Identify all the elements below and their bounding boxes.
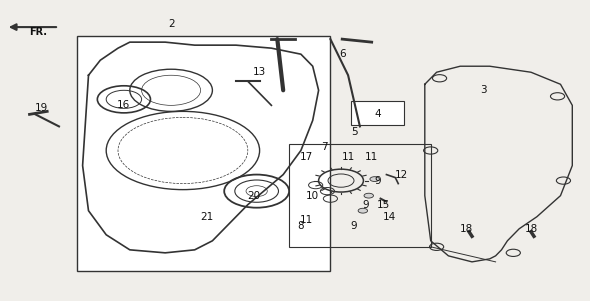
Text: 21: 21	[200, 212, 213, 222]
Text: 18: 18	[460, 224, 473, 234]
Text: 7: 7	[321, 142, 328, 153]
Text: 4: 4	[374, 109, 381, 119]
Text: 9: 9	[374, 175, 381, 186]
Text: 17: 17	[300, 151, 313, 162]
Text: 8: 8	[297, 221, 304, 231]
Text: 19: 19	[35, 103, 48, 113]
Text: 12: 12	[395, 169, 408, 180]
Circle shape	[364, 193, 373, 198]
Text: 20: 20	[247, 191, 260, 201]
Text: 11: 11	[300, 215, 313, 225]
Text: FR.: FR.	[30, 26, 47, 37]
Text: 15: 15	[377, 200, 390, 210]
Text: 9: 9	[362, 200, 369, 210]
Text: 2: 2	[168, 19, 175, 29]
FancyBboxPatch shape	[77, 36, 330, 271]
Text: 9: 9	[350, 221, 358, 231]
Text: 11: 11	[365, 151, 378, 162]
Text: 16: 16	[117, 100, 130, 110]
Text: 11: 11	[342, 151, 355, 162]
Text: 6: 6	[339, 49, 346, 59]
Text: 5: 5	[350, 127, 358, 138]
Text: 18: 18	[525, 224, 537, 234]
Circle shape	[370, 177, 379, 182]
Text: 3: 3	[480, 85, 487, 95]
FancyBboxPatch shape	[351, 101, 404, 125]
Text: 10: 10	[306, 191, 319, 201]
Circle shape	[358, 208, 368, 213]
Text: 14: 14	[383, 212, 396, 222]
Text: 13: 13	[253, 67, 266, 77]
